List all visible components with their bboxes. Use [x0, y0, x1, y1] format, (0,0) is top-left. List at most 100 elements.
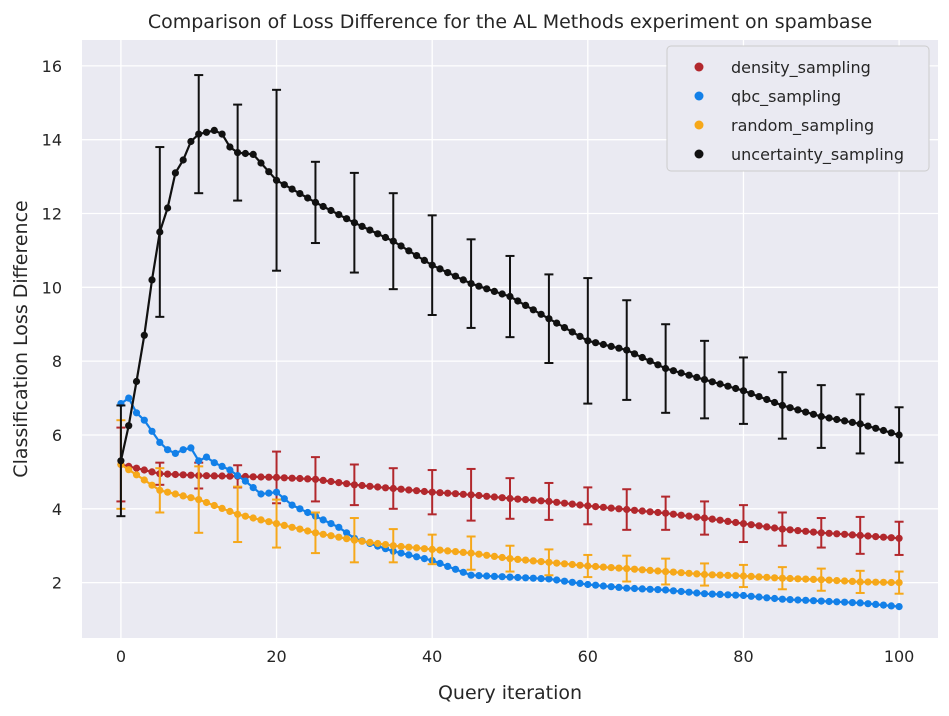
data-point — [420, 545, 428, 553]
series-density_sampling — [116, 426, 904, 556]
data-point — [195, 496, 203, 504]
data-point — [895, 431, 903, 439]
data-point — [350, 219, 358, 227]
data-point — [389, 484, 397, 493]
data-point — [895, 603, 903, 611]
data-point — [599, 340, 608, 349]
data-point — [218, 472, 226, 480]
data-point — [786, 596, 794, 604]
data-point — [343, 535, 351, 543]
data-point — [343, 215, 351, 223]
data-point — [615, 564, 623, 572]
data-point — [848, 577, 857, 586]
y-tick-label: 10 — [42, 278, 62, 297]
data-point — [872, 600, 880, 609]
data-point — [529, 496, 537, 504]
data-point — [879, 601, 888, 609]
data-point — [825, 597, 833, 606]
data-point — [669, 510, 678, 518]
data-point — [662, 364, 670, 373]
y-tick-label: 8 — [52, 352, 62, 371]
legend-marker — [694, 62, 704, 72]
data-point — [646, 585, 654, 593]
data-point — [856, 531, 864, 540]
data-point — [732, 384, 740, 393]
data-point — [700, 376, 709, 384]
data-point — [685, 588, 693, 596]
data-point — [576, 579, 584, 588]
data-point — [662, 509, 670, 517]
data-point — [381, 541, 390, 549]
data-point — [125, 466, 133, 474]
data-point — [132, 464, 141, 472]
data-point — [677, 569, 685, 577]
data-point — [420, 256, 428, 264]
data-point — [413, 553, 421, 561]
data-point — [179, 471, 187, 479]
data-point — [833, 415, 841, 424]
data-point — [451, 490, 460, 498]
data-point — [405, 486, 413, 494]
data-point — [335, 533, 343, 541]
data-point — [459, 490, 467, 498]
data-point — [669, 568, 678, 576]
data-point — [716, 590, 724, 599]
data-point — [592, 581, 600, 589]
data-point — [607, 342, 615, 350]
data-point — [296, 505, 304, 513]
data-point — [140, 416, 148, 424]
data-point — [483, 572, 491, 580]
data-point — [654, 361, 662, 369]
data-point — [288, 474, 296, 482]
data-point — [553, 319, 561, 327]
data-point — [848, 418, 857, 426]
data-point — [584, 562, 592, 570]
data-point — [623, 584, 631, 592]
data-point — [164, 488, 172, 496]
data-point — [856, 599, 864, 607]
data-point — [296, 190, 304, 198]
x-tick-label: 40 — [422, 647, 442, 666]
data-point — [436, 546, 444, 554]
data-point — [887, 602, 895, 610]
data-point — [436, 559, 444, 568]
data-point — [809, 597, 818, 605]
data-point — [249, 150, 257, 158]
data-point — [187, 137, 195, 146]
data-point — [724, 591, 732, 599]
data-point — [132, 471, 141, 479]
data-point — [148, 481, 156, 489]
data-point — [164, 446, 172, 454]
data-point — [296, 474, 304, 483]
data-point — [389, 237, 397, 245]
data-point — [755, 593, 763, 601]
data-point — [599, 582, 608, 590]
data-point — [817, 529, 825, 537]
data-point — [195, 130, 203, 138]
data-point — [545, 497, 553, 505]
data-point — [179, 492, 187, 500]
data-point — [872, 533, 880, 541]
data-point — [420, 555, 428, 563]
data-point — [226, 143, 234, 151]
legend-label: random_sampling — [731, 116, 874, 136]
data-point — [218, 504, 226, 512]
data-point — [841, 417, 849, 425]
series-qbc_sampling — [117, 394, 903, 611]
data-point — [490, 493, 498, 501]
data-point — [771, 524, 779, 532]
data-point — [132, 409, 141, 417]
legend-box — [666, 45, 930, 172]
data-point — [786, 404, 794, 412]
data-point — [413, 252, 421, 260]
data-point — [327, 477, 335, 486]
data-point — [677, 587, 685, 596]
data-point — [560, 499, 569, 507]
data-point — [872, 578, 880, 586]
data-point — [366, 226, 374, 234]
data-point — [522, 301, 530, 309]
data-point — [389, 542, 397, 550]
data-point — [171, 470, 179, 479]
data-point — [296, 525, 304, 533]
data-point — [467, 491, 475, 499]
